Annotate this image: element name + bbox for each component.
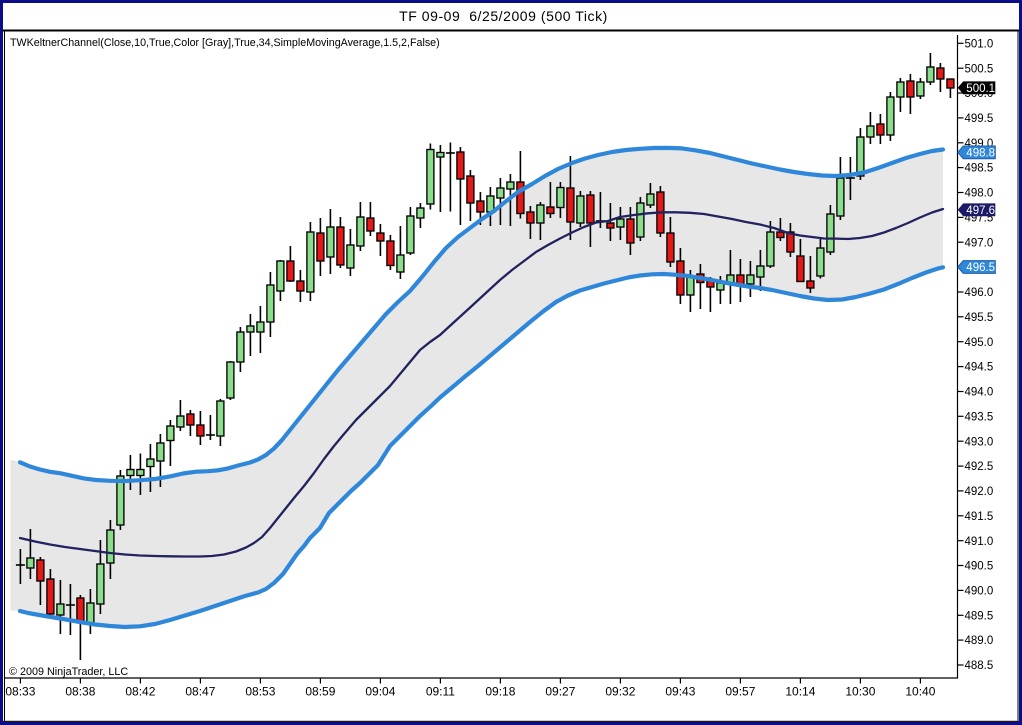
svg-text:494.5: 494.5 (965, 362, 994, 374)
svg-text:08:38: 08:38 (65, 685, 95, 699)
svg-text:492.5: 492.5 (965, 461, 994, 473)
svg-text:497.0: 497.0 (965, 237, 994, 249)
svg-text:09:32: 09:32 (605, 685, 635, 699)
svg-text:09:57: 09:57 (725, 685, 755, 699)
svg-text:08:53: 08:53 (245, 685, 275, 699)
svg-text:491.0: 491.0 (965, 536, 994, 548)
svg-text:501.0: 501.0 (965, 38, 994, 50)
svg-text:491.5: 491.5 (965, 511, 994, 523)
svg-text:© 2009 NinjaTrader, LLC: © 2009 NinjaTrader, LLC (9, 666, 128, 678)
svg-text:490.5: 490.5 (965, 561, 994, 573)
svg-text:08:33: 08:33 (5, 685, 35, 699)
svg-text:492.0: 492.0 (965, 486, 994, 498)
svg-text:498.5: 498.5 (965, 163, 994, 175)
svg-text:500.1: 500.1 (966, 83, 995, 95)
svg-text:TWKeltnerChannel(Close,10,True: TWKeltnerChannel(Close,10,True,Color [Gr… (10, 37, 440, 49)
svg-text:496.5: 496.5 (966, 262, 995, 274)
svg-text:09:43: 09:43 (665, 685, 695, 699)
svg-text:494.0: 494.0 (965, 387, 994, 399)
svg-text:489.5: 489.5 (965, 610, 994, 622)
svg-text:09:11: 09:11 (426, 685, 455, 699)
svg-text:500.5: 500.5 (965, 63, 994, 75)
svg-text:493.0: 493.0 (965, 436, 994, 448)
svg-text:09:27: 09:27 (545, 685, 575, 699)
svg-text:09:04: 09:04 (365, 685, 395, 699)
svg-text:495.5: 495.5 (965, 312, 994, 324)
svg-text:495.0: 495.0 (965, 337, 994, 349)
svg-text:490.0: 490.0 (965, 586, 994, 598)
svg-text:08:47: 08:47 (185, 685, 215, 699)
svg-text:10:40: 10:40 (905, 685, 935, 699)
svg-text:498.0: 498.0 (965, 188, 994, 200)
svg-text:TF 09-09 6/25/2009 (500 Tick): TF 09-09 6/25/2009 (500 Tick) (399, 8, 608, 24)
svg-text:489.0: 489.0 (965, 635, 994, 647)
svg-text:488.5: 488.5 (965, 660, 994, 672)
svg-text:498.8: 498.8 (966, 148, 995, 160)
svg-text:497.6: 497.6 (966, 205, 995, 217)
svg-text:08:59: 08:59 (305, 685, 335, 699)
svg-text:496.0: 496.0 (965, 287, 994, 299)
svg-text:10:14: 10:14 (785, 685, 815, 699)
svg-text:493.5: 493.5 (965, 411, 994, 423)
svg-text:09:18: 09:18 (485, 685, 515, 699)
svg-text:499.5: 499.5 (965, 113, 994, 125)
svg-text:10:30: 10:30 (845, 685, 875, 699)
svg-text:08:42: 08:42 (125, 685, 155, 699)
